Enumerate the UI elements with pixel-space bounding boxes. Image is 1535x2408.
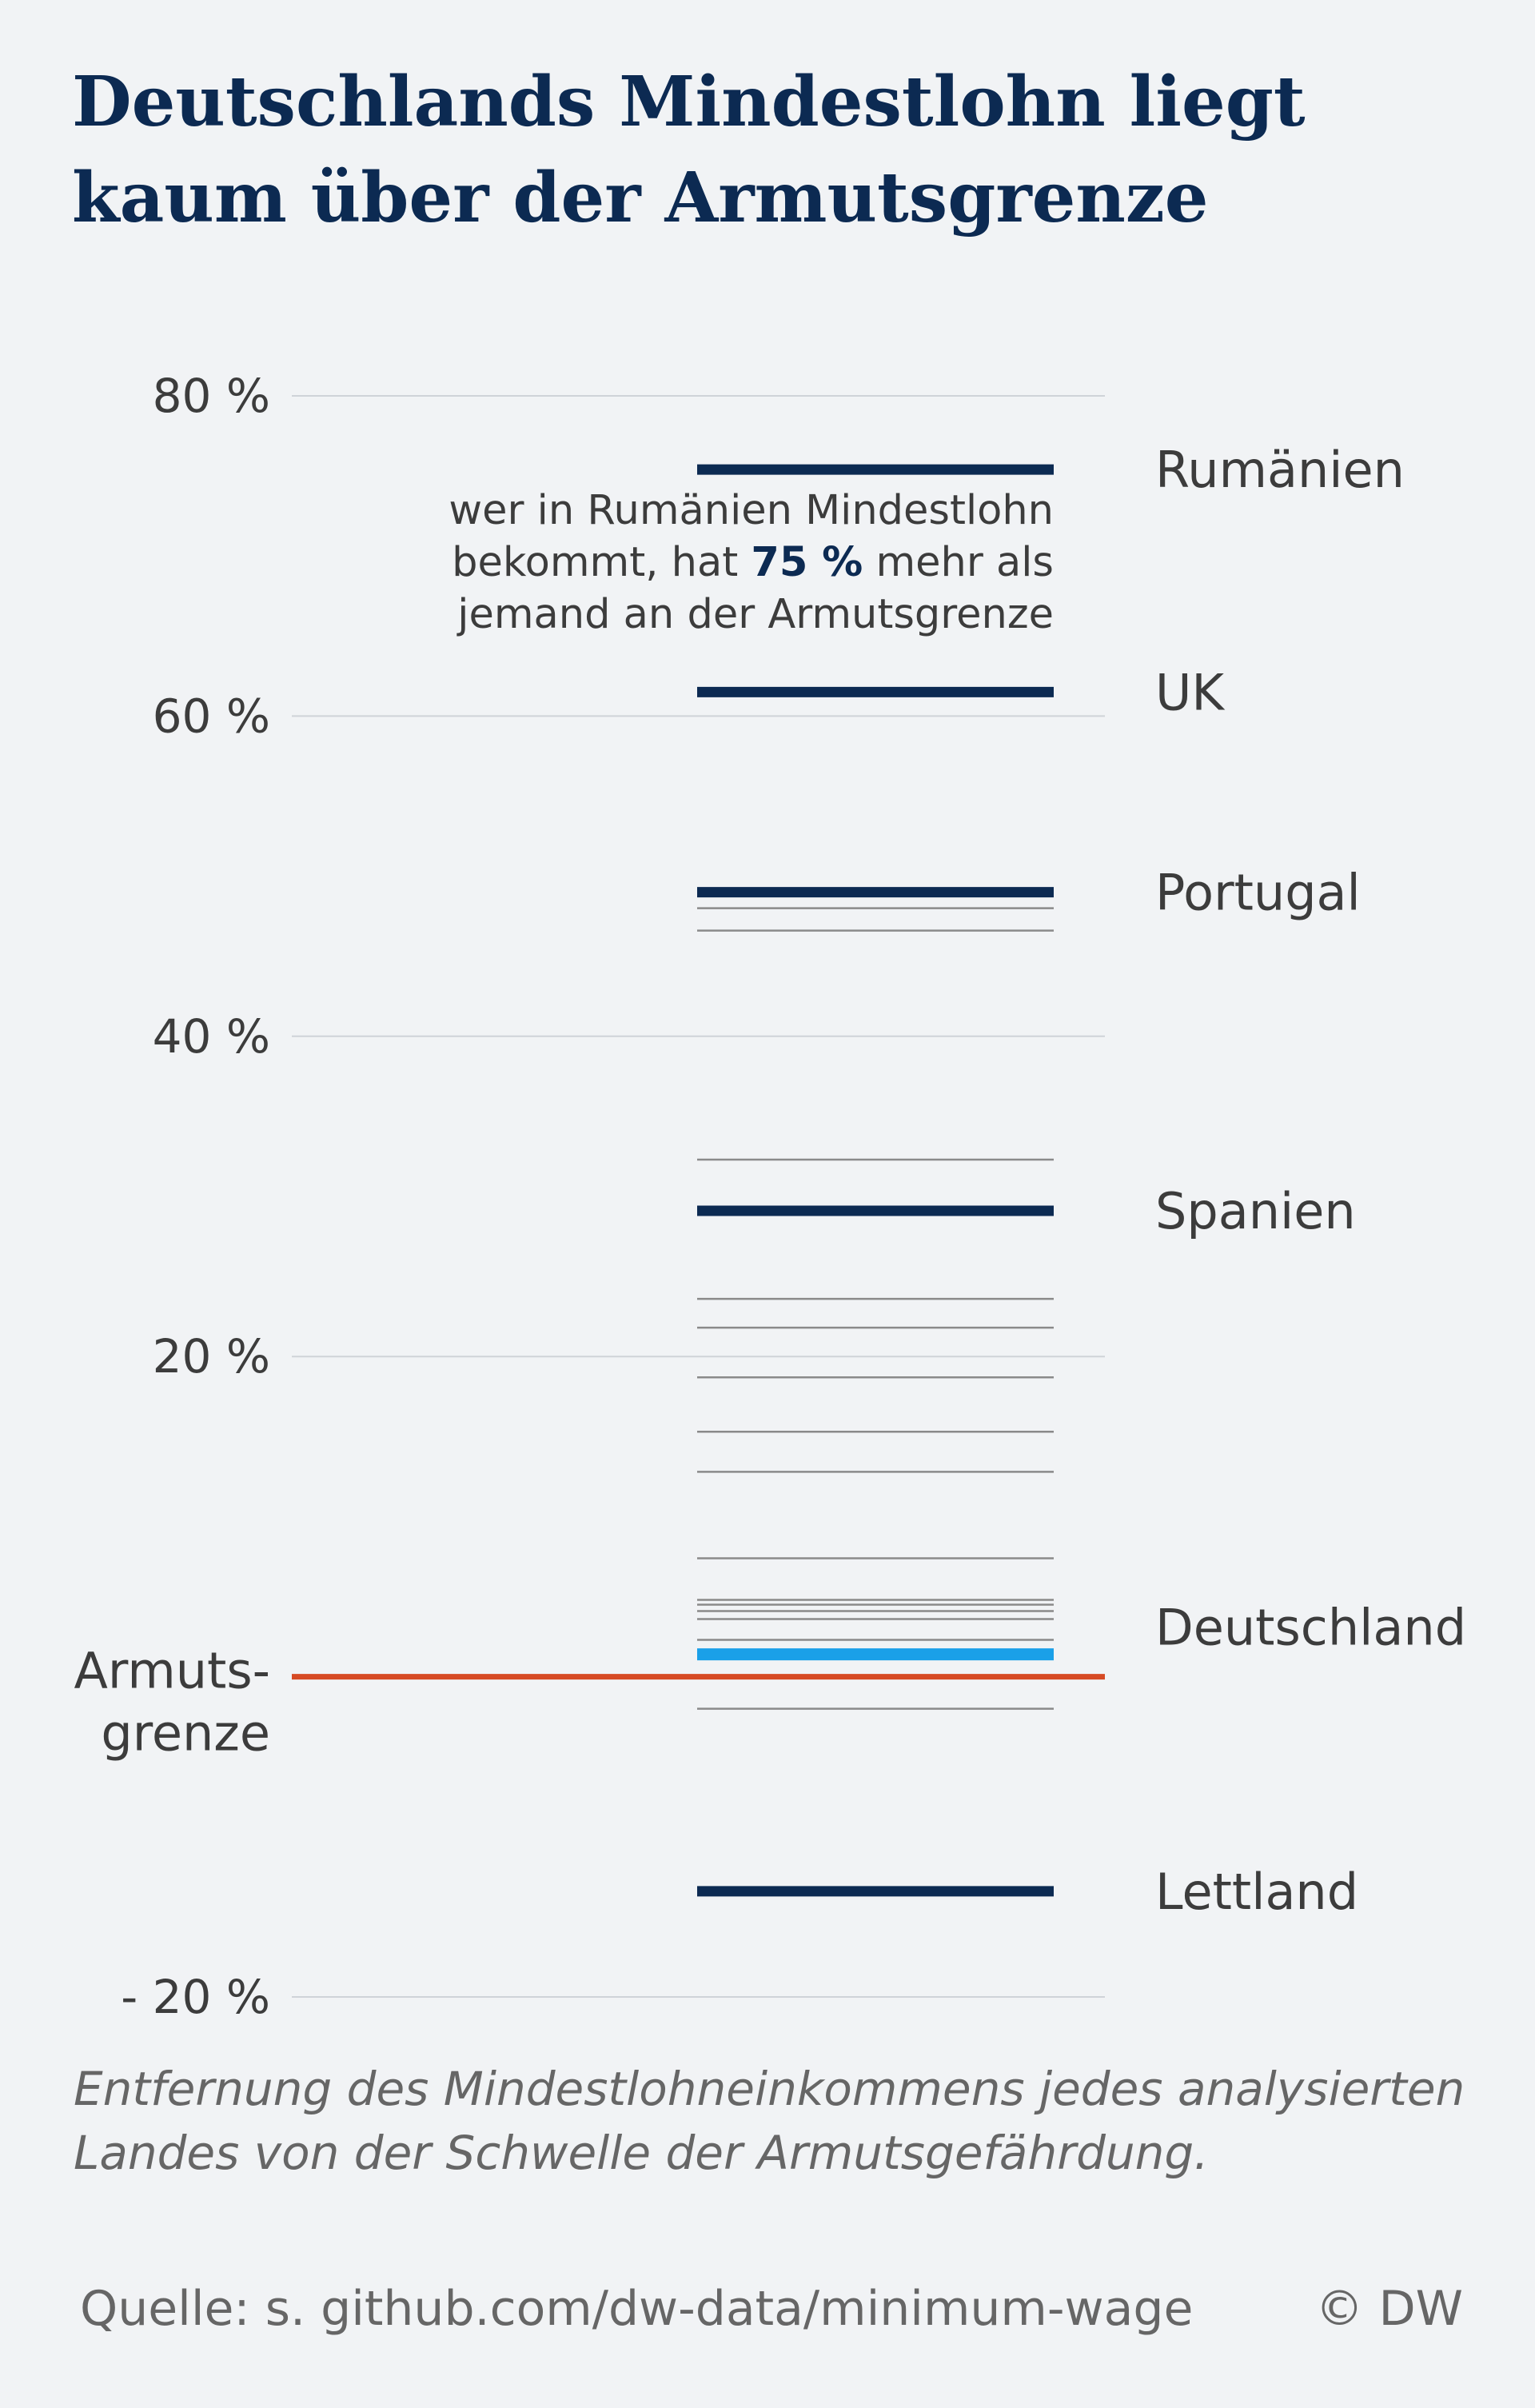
country-label-lettland: Lettland xyxy=(1155,1863,1358,1921)
labeled-country-markers: Rumänien UK Portugal Spanien Deutschland Lett… xyxy=(697,441,1466,1921)
y-tick-label: 20 % xyxy=(153,1329,270,1384)
country-label-rum-nien: Rumänien xyxy=(1155,441,1405,499)
annotation-highlight-value: 75 % xyxy=(751,539,863,586)
annotation-line-2: bekommt, hat 75 % mehr als xyxy=(452,539,1054,586)
y-axis-ticks: 80 % 60 % 40 % 20 % - 20 % xyxy=(121,369,270,2024)
other-country-markers xyxy=(697,907,1054,1710)
poverty-line-group: Armuts-grenze xyxy=(74,1642,1105,1763)
copyright-note: © DW xyxy=(1315,2281,1463,2337)
country-label-uk: UK xyxy=(1155,663,1225,721)
annotation-line-2-end: mehr als xyxy=(863,539,1054,586)
annotation-line-3: jemand an der Armutsgrenze xyxy=(457,591,1054,638)
y-tick-label: 40 % xyxy=(153,1009,270,1064)
annotation: wer in Rumänien Mindestlohn bekommt, hat… xyxy=(449,487,1054,638)
gridlines xyxy=(292,395,1105,1998)
poverty-line-label: grenze xyxy=(101,1704,270,1763)
y-tick-label: 60 % xyxy=(153,689,270,743)
poverty-line-label: Armuts- xyxy=(74,1642,271,1700)
chart-title: Deutschlands Mindestlohn liegt kaum über… xyxy=(72,62,1306,238)
country-label-spanien: Spanien xyxy=(1155,1182,1356,1240)
annotation-line-1: wer in Rumänien Mindestlohn xyxy=(449,487,1054,534)
country-label-deutschland: Deutschland xyxy=(1155,1599,1466,1657)
chart-svg: 80 % 60 % 40 % 20 % - 20 % Rumänien UK Portuga… xyxy=(74,369,1467,2024)
y-tick-label: - 20 % xyxy=(121,1970,270,2024)
source-note: Quelle: s. github.com/dw-data/minimum-wa… xyxy=(80,2281,1194,2337)
country-label-portugal: Portugal xyxy=(1155,864,1361,922)
y-tick-label: 80 % xyxy=(153,369,270,423)
annotation-line-2-start: bekommt, hat xyxy=(452,539,751,586)
chart-caption: Entfernung des Mindestlohneinkommens jed… xyxy=(74,2062,1465,2180)
